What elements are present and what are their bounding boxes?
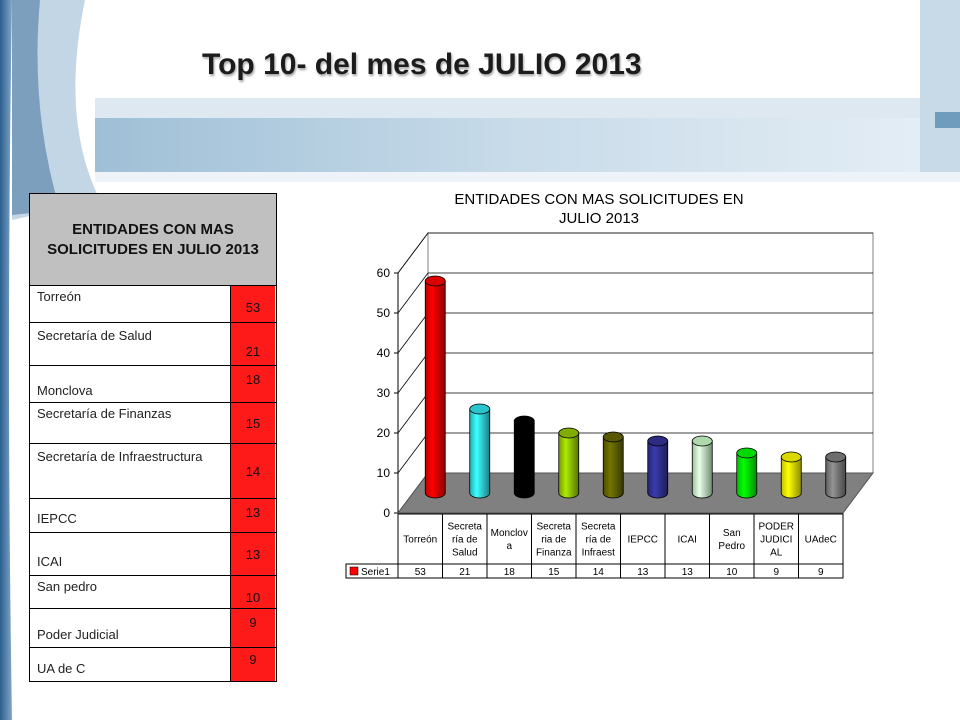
table-row: UA de C 9 [30,648,276,681]
bar-top [558,427,580,439]
x-category-label: UAdeC [805,535,837,546]
x-category-label: San [723,528,741,539]
bar-top [602,431,624,443]
entity-name: UA de C [37,661,86,676]
entity-name: Poder Judicial [37,627,119,642]
data-value-label: 21 [459,567,471,578]
entity-value: 10 [230,576,275,608]
entity-name: ICAI [37,554,63,569]
chart-floor [397,472,874,514]
entity-name: Secretaría de Finanzas [37,406,172,421]
data-value-label: 10 [726,567,738,578]
bar [736,452,758,499]
y-tick-label: 20 [377,426,391,440]
entity-value: 9 [230,648,275,681]
bar [602,436,624,499]
bar [825,456,847,499]
bar-top [647,435,669,447]
table-row: Secretaría de Infraestructura 14 [30,444,276,499]
table-row: Secretaría de Salud 21 [30,323,276,366]
chart-title: ENTIDADES CON MAS SOLICITUDES EN [454,191,743,208]
y-tick-label: 10 [377,466,391,480]
entity-name: San pedro [37,579,97,594]
x-category-label: ICAI [678,535,697,546]
entity-value: 53 [230,286,275,322]
entity-value: 13 [230,533,275,575]
x-category-label: IEPCC [627,535,658,546]
bar-top [691,435,713,447]
entity-name: Secretaría de Infraestructura [37,449,203,464]
table-row: ICAI 13 [30,533,276,576]
y-tick-label: 0 [383,506,390,520]
entities-table: ENTIDADES CON MAS SOLICITUDES EN JULIO 2… [29,193,277,682]
data-value-label: 15 [548,567,560,578]
table-row: Secretaría de Finanzas 15 [30,403,276,444]
entity-value: 15 [230,403,275,443]
x-category-label: ría de [585,535,611,546]
legend-key [349,566,359,576]
bar-top [736,447,758,459]
table-row: Monclova 18 [30,366,276,403]
entity-value: 21 [230,323,275,365]
legend-label: Serie1 [361,567,390,578]
entity-name: Torreón [37,289,82,304]
x-category-label: Secreta [581,522,616,533]
entity-value: 9 [230,609,275,647]
x-category-label: Infraest [582,548,616,559]
bar-top [513,415,535,427]
table-header: ENTIDADES CON MAS SOLICITUDES EN JULIO 2… [30,194,276,286]
y-tick-label: 60 [377,266,391,280]
entity-value: 14 [230,444,275,498]
table-row: Torreón 53 [30,286,276,323]
table-row: San pedro 10 [30,576,276,609]
x-category-label: JUDICI [760,535,792,546]
data-value-label: 18 [504,567,516,578]
data-value-label: 9 [773,567,779,578]
x-category-label: a [506,541,512,552]
bar-top [469,403,491,415]
bar [691,440,713,499]
data-value-label: 9 [818,567,824,578]
y-tick-label: 30 [377,386,391,400]
bar [558,432,580,499]
data-value-label: 53 [415,567,427,578]
gridline [397,272,873,314]
entity-name: IEPCC [37,511,77,526]
bar-top [780,451,802,463]
data-value-label: 14 [593,567,605,578]
table-row: Poder Judicial 9 [30,609,276,648]
bar-top [424,275,446,287]
y-tick-label: 40 [377,346,391,360]
x-category-label: Secreta [537,522,572,533]
x-category-label: Secreta [448,522,483,533]
x-category-label: PODER [758,522,794,533]
bar [424,280,446,499]
x-category-label: AL [770,548,783,559]
table-row: IEPCC 13 [30,499,276,533]
entity-name: Secretaría de Salud [37,328,152,343]
chart-title: JULIO 2013 [559,210,639,227]
x-category-label: Salud [452,548,478,559]
y-tick-label: 50 [377,306,391,320]
bar [513,420,535,499]
x-category-label: Monclov [491,528,528,539]
entity-value: 18 [230,366,275,402]
x-category-label: Torreón [403,535,437,546]
entity-value: 13 [230,499,275,532]
x-category-label: Pedro [718,541,745,552]
gridline [397,232,873,274]
x-category-label: Finanza [536,548,572,559]
entity-name: Monclova [37,383,93,398]
x-category-label: ría de [452,535,478,546]
bar-top [825,451,847,463]
bar [780,456,802,499]
bar [469,408,491,499]
slide-title: Top 10- del mes de JULIO 2013 [202,48,642,81]
x-category-label: ria de [541,535,566,546]
data-value-label: 13 [637,567,649,578]
bar [647,440,669,499]
data-value-label: 13 [682,567,694,578]
